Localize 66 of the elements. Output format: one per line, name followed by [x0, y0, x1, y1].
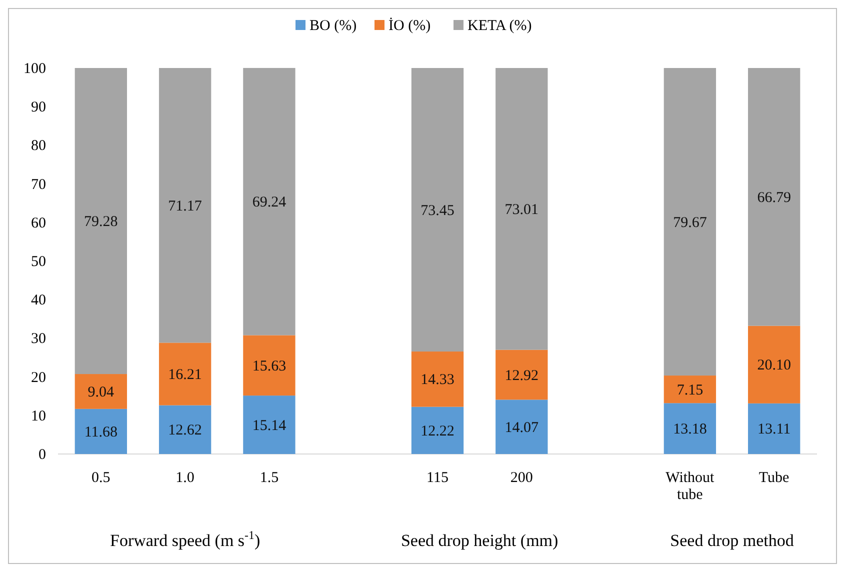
data-label: 73.01 — [504, 202, 539, 218]
x-tick-label: 1.5 — [260, 470, 279, 486]
data-label: 12.62 — [168, 422, 202, 439]
data-label: 20.10 — [757, 358, 791, 374]
x-tick-label: 200 — [510, 470, 533, 486]
y-tick-label: 50 — [31, 254, 46, 270]
data-label: 9.04 — [88, 384, 115, 400]
data-label: 13.18 — [673, 422, 707, 438]
bar — [243, 396, 296, 454]
data-label: 79.28 — [84, 214, 118, 230]
data-label: 12.22 — [420, 423, 454, 440]
y-tick-label: 60 — [31, 215, 46, 232]
bar — [74, 374, 127, 409]
bar — [243, 68, 296, 336]
bar — [664, 68, 716, 376]
data-label: 66.79 — [757, 190, 791, 206]
x-tick-label: Without tube — [666, 470, 716, 503]
bar — [158, 342, 212, 406]
y-tick-label: 0 — [38, 447, 46, 463]
y-tick-label: 100 — [24, 61, 46, 77]
data-label: 73.45 — [420, 202, 454, 219]
text: Seed drop method — [670, 531, 794, 550]
bar — [748, 326, 800, 404]
legend-label: İO (%) — [388, 17, 431, 34]
bar — [411, 68, 464, 352]
text: Forward speed (m s$^{-1}$) — [110, 528, 260, 550]
y-tick-label: 30 — [31, 331, 46, 348]
y-tick-label: 80 — [31, 138, 46, 154]
data-label: 69.24 — [252, 194, 287, 211]
x-tick-label: 0.5 — [92, 470, 110, 486]
data-label: 71.17 — [168, 198, 202, 214]
bar — [158, 405, 212, 454]
legend-label: BO (%) — [310, 18, 357, 34]
bar — [243, 335, 296, 396]
data-label: 14.33 — [420, 372, 454, 388]
x-tick-label: Tube — [758, 470, 790, 486]
bar — [664, 403, 716, 454]
y-tick-label: 10 — [31, 408, 46, 424]
text: Seed drop height (mm) — [400, 531, 558, 550]
x-tick-label: 1.0 — [176, 470, 194, 486]
data-label: 15.14 — [252, 418, 287, 434]
data-label: 15.63 — [252, 358, 286, 374]
y-tick-label: 70 — [31, 176, 46, 193]
y-tick-label: 40 — [31, 292, 46, 309]
bar — [411, 406, 464, 454]
bar — [74, 68, 127, 374]
data-label: 11.68 — [84, 424, 118, 440]
x-tick-label: 115 — [426, 470, 448, 486]
bar — [748, 68, 800, 326]
bar — [411, 352, 464, 407]
data-label: 79.67 — [673, 214, 708, 231]
bar — [664, 376, 716, 404]
bar — [748, 403, 800, 454]
data-label: 16.21 — [168, 367, 202, 383]
legend-label: KETA (%) — [468, 18, 532, 34]
bar — [158, 68, 212, 343]
bar — [496, 350, 548, 400]
data-label: 14.07 — [504, 420, 540, 436]
y-tick-label: 20 — [31, 370, 46, 386]
data-label: 12.92 — [504, 368, 539, 384]
bar — [496, 68, 548, 350]
y-tick-label: 90 — [31, 100, 46, 116]
data-label: 7.15 — [676, 382, 704, 398]
bar — [74, 408, 127, 454]
bar — [496, 400, 548, 454]
data-label: 13.11 — [757, 422, 791, 438]
